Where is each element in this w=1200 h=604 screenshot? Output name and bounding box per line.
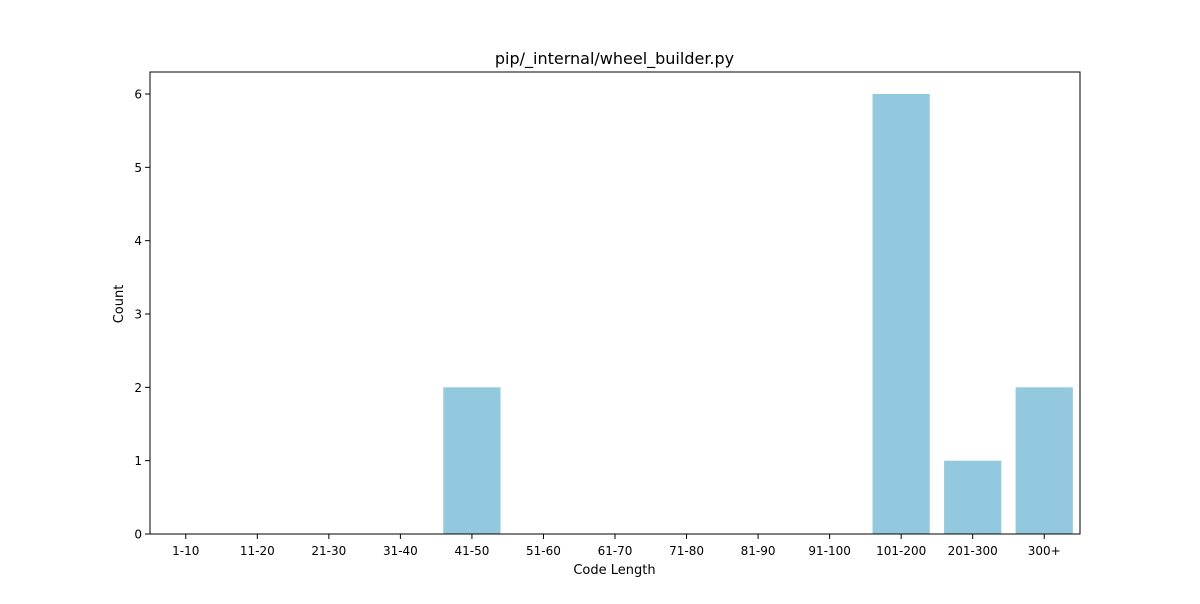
y-tick-label: 3 <box>134 308 142 322</box>
bar-201-300 <box>944 460 1002 534</box>
x-tick-label: 21-30 <box>311 544 346 558</box>
x-tick-label: 61-70 <box>598 544 633 558</box>
x-axis-label: Code Length <box>573 563 655 578</box>
y-axis-label: Count <box>112 285 127 324</box>
x-tick-label: 41-50 <box>454 544 489 558</box>
x-tick-label: 1-10 <box>172 544 199 558</box>
x-tick-label: 71-80 <box>669 544 704 558</box>
y-tick-label: 5 <box>134 161 142 175</box>
bar-300+ <box>1015 387 1073 534</box>
bar-101-200 <box>872 94 930 534</box>
bar-41-50 <box>443 387 501 534</box>
x-tick-label: 51-60 <box>526 544 561 558</box>
y-tick-label: 0 <box>134 528 142 542</box>
plot-frame <box>149 71 1081 535</box>
x-tick-label: 31-40 <box>383 544 418 558</box>
y-tick-label: 4 <box>134 234 142 248</box>
y-tick-label: 1 <box>134 454 142 468</box>
plot-area: 1-10 11-20 21-30 31-40 41-50 51-60 61-70 71-80 8… <box>134 71 1081 558</box>
chart-title: pip/_internal/wheel_builder.py <box>495 49 734 69</box>
x-tick-label: 300+ <box>1028 544 1061 558</box>
x-tick-label: 91-100 <box>808 544 851 558</box>
x-tick-label: 101-200 <box>876 544 926 558</box>
x-tick-label: 201-300 <box>948 544 998 558</box>
x-tick-label: 81-90 <box>741 544 776 558</box>
y-tick-label: 6 <box>134 88 142 102</box>
x-tick-label: 11-20 <box>240 544 275 558</box>
y-tick-label: 2 <box>134 381 142 395</box>
